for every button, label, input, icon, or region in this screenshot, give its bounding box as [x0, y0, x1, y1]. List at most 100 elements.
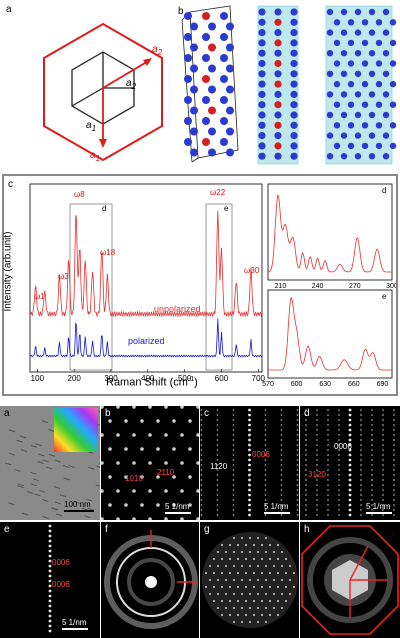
grain-texture: [64, 478, 70, 480]
diffraction-spot: [382, 434, 384, 436]
atom: [208, 23, 216, 31]
diffraction-spot: [237, 572, 239, 574]
x-tick-label: 570: [262, 381, 274, 388]
diffraction-spot: [360, 419, 362, 421]
diffraction-spot: [327, 469, 329, 471]
diffraction-spot: [217, 579, 219, 581]
diffraction-spot: [327, 434, 329, 436]
grain-texture: [96, 466, 100, 468]
diffraction-spot: [305, 494, 307, 496]
atom: [184, 138, 192, 146]
diffraction-spot: [360, 459, 362, 461]
diffraction-spot: [371, 479, 373, 481]
diffraction-spot: [316, 419, 318, 421]
scale-label: 5 1/nm: [165, 502, 189, 511]
atom: [202, 12, 210, 20]
diffraction-spot: [249, 621, 251, 623]
diffraction-spot: [257, 621, 259, 623]
diffraction-spot: [269, 558, 271, 560]
diffraction-spot: [360, 494, 362, 496]
diffraction-spot: [393, 464, 395, 466]
diffraction-spot: [305, 509, 307, 511]
diffraction-spot: [327, 424, 329, 426]
atom: [274, 91, 281, 98]
diffraction-spot: [201, 409, 203, 411]
atom: [355, 153, 361, 159]
diffraction-spot: [371, 414, 373, 416]
atom: [208, 149, 216, 157]
atom: [274, 153, 281, 160]
diffraction-spot: [248, 414, 251, 417]
diffraction-spot: [316, 409, 318, 411]
diffraction-spot: [316, 484, 318, 486]
grain-texture: [42, 421, 48, 423]
diffraction-spot: [201, 484, 203, 486]
diffraction-spot: [382, 414, 384, 416]
diffraction-spot: [180, 461, 184, 465]
diffraction-spot: [237, 600, 239, 602]
diffraction-spot: [261, 586, 263, 588]
diffraction-spot: [265, 607, 267, 609]
diffraction-spot: [217, 607, 219, 609]
diffraction-spot: [297, 424, 299, 426]
diffraction-spot: [269, 544, 271, 546]
atom: [190, 107, 198, 115]
diffraction-spot: [49, 595, 52, 598]
tem-g-letter: g: [204, 524, 210, 535]
diffraction-spot: [217, 479, 219, 481]
grain-texture: [43, 460, 49, 462]
atom: [258, 142, 265, 149]
grain-texture: [18, 486, 24, 488]
peak-label: ω1: [34, 292, 45, 301]
x-tick-label: 200: [68, 374, 82, 383]
diffraction-spot: [327, 429, 329, 431]
diffraction-rings: [101, 522, 199, 638]
diffraction-spot: [281, 514, 283, 516]
diffraction-spot: [156, 419, 160, 423]
diffraction-spot: [393, 494, 395, 496]
diffraction-spot: [233, 419, 235, 421]
diffraction-spot: [201, 414, 203, 416]
inset-d-letter: d: [382, 186, 386, 195]
grain-texture: [18, 484, 24, 486]
diffraction-spot: [248, 444, 251, 447]
diffraction-spot: [217, 419, 219, 421]
peak-label: ω22: [210, 188, 225, 197]
diffraction-spot: [265, 551, 267, 553]
atom: [202, 75, 210, 83]
tem-a-letter: a: [4, 408, 10, 419]
diffraction-spot: [327, 484, 329, 486]
diffraction-spot: [49, 620, 52, 623]
diffraction-spot: [338, 434, 340, 436]
diffraction-spot: [201, 509, 203, 511]
scale-bar: [366, 512, 392, 514]
diffraction-spot: [233, 494, 235, 496]
diffraction-spot: [233, 607, 235, 609]
diffraction-spot: [49, 540, 52, 543]
grain-texture: [31, 484, 37, 486]
diffraction-spot: [217, 509, 219, 511]
diffraction-spot: [49, 555, 52, 558]
diffraction-spot: [233, 459, 235, 461]
diffraction-spot: [349, 484, 352, 487]
diffraction-spot: [245, 586, 247, 588]
diffraction-spot: [327, 414, 329, 416]
diffraction-spot: [164, 489, 168, 493]
atom: [208, 65, 216, 73]
diffraction-spot: [265, 494, 267, 496]
diffraction-spot: [49, 605, 52, 608]
diffraction-spot: [327, 509, 329, 511]
diffraction-spot: [316, 464, 318, 466]
diffraction-spot: [338, 454, 340, 456]
atom: [383, 9, 389, 15]
grain-texture: [55, 502, 61, 504]
diffraction-spot: [265, 464, 267, 466]
diffraction-spot: [371, 444, 373, 446]
diffraction-spot: [349, 469, 352, 472]
grain-texture: [9, 430, 15, 432]
diffraction-spot: [225, 607, 227, 609]
grain-texture: [84, 516, 90, 518]
atom: [258, 122, 265, 129]
diffraction-spot: [349, 494, 352, 497]
atom: [274, 29, 281, 36]
